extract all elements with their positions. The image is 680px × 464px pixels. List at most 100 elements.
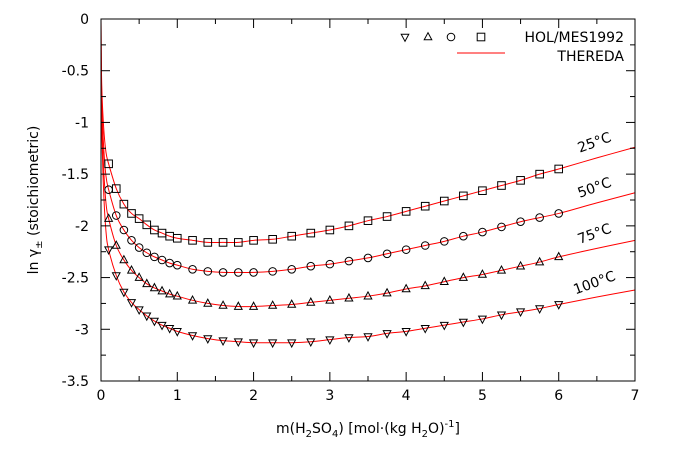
- data-point-triangle-up: [515, 260, 526, 270]
- data-point-triangle-up: [477, 269, 488, 278]
- y-tick-label: 0: [80, 12, 89, 28]
- data-point-triangle-up: [325, 294, 335, 304]
- x-tick-label: 0: [97, 388, 106, 404]
- series-label: 75°C: [576, 221, 614, 248]
- data-point-square: [218, 238, 228, 247]
- data-point-square: [306, 228, 316, 238]
- data-point-triangle-up: [535, 256, 545, 266]
- thereda-curve-0: [100, 18, 636, 244]
- data-point-square: [234, 238, 243, 247]
- data-point-square: [249, 236, 258, 245]
- data-point-triangle-up: [103, 213, 114, 222]
- data-point-square: [268, 235, 277, 244]
- data-point-triangle-down: [149, 317, 160, 327]
- data-point-circle: [325, 259, 335, 269]
- y-tick-label: -1.5: [62, 167, 89, 183]
- series-label: 25°C: [576, 130, 614, 157]
- data-point-square: [382, 212, 392, 221]
- data-point-triangle-up: [157, 285, 167, 295]
- data-point-triangle-down: [172, 328, 182, 337]
- data-point-triangle-up: [165, 288, 175, 298]
- data-point-triangle-up: [363, 290, 373, 300]
- data-point-triangle-up: [233, 301, 243, 310]
- data-point-triangle-down: [187, 332, 198, 341]
- data-point-square: [497, 181, 506, 190]
- data-point-circle: [234, 268, 243, 277]
- data-point-triangle-down: [382, 330, 392, 339]
- data-point-circle: [363, 253, 373, 263]
- data-point-triangle-down: [439, 321, 449, 331]
- series-label: 50°C: [576, 175, 614, 202]
- data-point-square: [554, 164, 564, 174]
- data-point-triangle-up: [126, 264, 137, 274]
- axis-ticks: [100, 18, 636, 382]
- data-point-triangle-down: [535, 305, 545, 314]
- data-point-square: [119, 199, 129, 209]
- data-point-triangle-up: [496, 264, 507, 274]
- data-point-triangle-down: [157, 321, 167, 331]
- data-point-triangle-up: [134, 272, 144, 281]
- x-tick-label: 2: [249, 388, 258, 404]
- data-point-triangle-down: [142, 312, 152, 322]
- y-tick-label: -1: [75, 115, 89, 131]
- data-point-square: [439, 196, 449, 206]
- data-point-circle: [111, 211, 121, 220]
- legend-marker-triangle-down: [400, 33, 410, 43]
- data-point-triangle-up: [401, 283, 411, 293]
- x-tick-label: 1: [173, 388, 182, 404]
- series-labels: 25°C 50°C 75°C 100°C: [571, 130, 618, 299]
- data-point-circle: [439, 237, 449, 246]
- data-point-triangle-up: [203, 298, 213, 307]
- data-point-triangle-down: [103, 246, 114, 256]
- data-point-triangle-down: [420, 324, 430, 334]
- legend-marker-triangle-up: [423, 31, 433, 41]
- data-point-circle: [268, 267, 277, 276]
- x-tick-label: 4: [402, 388, 411, 404]
- data-point-triangle-down: [554, 301, 564, 310]
- data-point-triangle-up: [248, 301, 259, 310]
- legend-line-label: THEREDA: [556, 49, 624, 65]
- series-label: 100°C: [571, 268, 618, 298]
- data-point-triangle-up: [218, 300, 228, 309]
- data-point-triangle-up: [458, 272, 468, 281]
- data-point-circle: [306, 261, 316, 271]
- data-point-triangle-up: [111, 240, 121, 249]
- x-axis-label: m(H2SO4) [mol·(kg H2O)-1]: [276, 419, 460, 440]
- data-point-circle: [127, 236, 136, 245]
- thereda-curves: [100, 18, 636, 344]
- x-tick-label: 7: [631, 388, 640, 404]
- data-point-circle: [554, 209, 564, 218]
- data-point-triangle-up: [287, 299, 297, 308]
- legend: HOL/MES1992 THEREDA: [400, 30, 624, 65]
- data-point-triangle-down: [458, 318, 468, 328]
- legend-marker-square: [476, 32, 486, 42]
- data-point-square: [142, 220, 152, 230]
- data-point-circle: [150, 252, 159, 262]
- data-point-triangle-down: [344, 334, 354, 343]
- data-point-circle: [249, 268, 258, 277]
- data-point-triangle-up: [344, 292, 354, 302]
- thereda-curve-2: [100, 18, 636, 308]
- data-point-square: [478, 186, 487, 195]
- data-point-triangle-down: [515, 308, 526, 318]
- data-point-triangle-down: [306, 338, 316, 348]
- y-tick-label: -0.5: [62, 64, 89, 80]
- data-point-triangle-up: [306, 297, 316, 306]
- data-point-triangle-up: [149, 282, 160, 292]
- y-tick-label: -2.5: [62, 271, 89, 287]
- data-point-circle: [382, 249, 392, 259]
- hol-mes-markers: [103, 159, 564, 349]
- data-point-triangle-down: [268, 339, 278, 349]
- data-point-square: [325, 225, 335, 235]
- x-tick-label: 3: [325, 388, 334, 404]
- data-point-triangle-up: [119, 254, 129, 264]
- data-point-circle: [478, 227, 487, 237]
- legend-markers: [400, 31, 486, 43]
- data-point-triangle-up: [420, 280, 430, 290]
- data-point-circle: [218, 268, 228, 277]
- data-point-circle: [165, 258, 174, 268]
- legend-marker-circle: [446, 32, 456, 42]
- data-point-square: [401, 207, 411, 216]
- data-point-circle: [172, 260, 182, 270]
